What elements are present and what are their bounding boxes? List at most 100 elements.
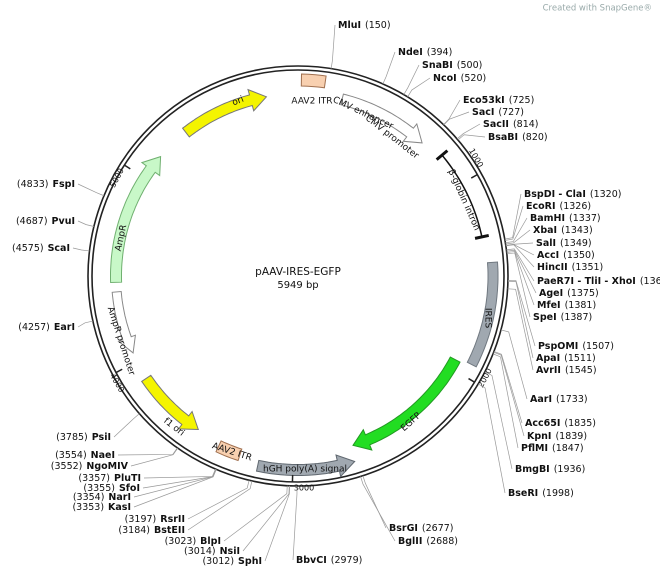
site-leader: [506, 252, 531, 318]
site-position: (3785): [56, 432, 88, 443]
site-position: (727): [498, 107, 524, 118]
feature-arc: [110, 155, 162, 284]
site-position: (3552): [51, 461, 83, 472]
feature-arc: [181, 88, 268, 138]
site-leader: [506, 248, 535, 282]
site-label: MfeI (1381): [537, 300, 596, 311]
site-leader: [382, 51, 396, 85]
site-position: (1350): [563, 250, 595, 261]
site-position: (4257): [18, 322, 50, 333]
site-label: (3552) NgoMIV: [51, 461, 129, 472]
site-position: (1349): [560, 238, 592, 249]
site-label: (4575) ScaI: [12, 243, 70, 254]
site-position: (2677): [422, 523, 454, 534]
site-name: BmgBI: [515, 464, 550, 475]
watermark: Created with SnapGene®: [543, 4, 652, 14]
site-leader: [187, 480, 250, 520]
site-label: HincII (1351): [537, 262, 603, 273]
site-name: SfoI: [119, 483, 140, 494]
plasmid-name: pAAV-IRES-EGFP: [255, 266, 341, 278]
site-label: ApaI (1511): [536, 353, 596, 364]
site-position: (4833): [17, 179, 49, 190]
site-leader: [187, 480, 253, 531]
site-name: EarI: [54, 322, 75, 333]
site-name: Eco53kI: [463, 95, 505, 106]
site-label: (3012) SphI: [202, 556, 262, 567]
site-position: (3554): [55, 450, 87, 461]
site-leader: [77, 183, 105, 197]
feature-arc: [340, 93, 423, 144]
site-label: (4687) PvuI: [16, 216, 75, 227]
site-leader: [330, 24, 336, 69]
site-leader: [117, 447, 178, 456]
feature-label: AAV2 ITR: [291, 97, 332, 107]
ruler-label: 4000: [108, 372, 126, 394]
backbone-outer: [87, 65, 509, 487]
site-label: (4833) FspI: [17, 179, 75, 190]
site-label: SalI (1349): [536, 238, 592, 249]
site-name: PspOMI: [538, 341, 578, 352]
site-leader: [292, 485, 298, 561]
site-leader: [362, 475, 387, 529]
site-label: (3355) SfoI: [83, 483, 140, 494]
site-position: (1733): [556, 394, 588, 405]
site-leader: [443, 99, 461, 125]
site-leader: [493, 351, 525, 437]
site-position: (3353): [72, 502, 104, 513]
site-name: NgoMIV: [86, 461, 128, 472]
site-label: (3354) NarI: [73, 492, 131, 503]
site-name: EcoRI: [526, 201, 556, 212]
site-name: BspDI - ClaI: [524, 189, 586, 200]
site-position: (1835): [564, 418, 596, 429]
feature-arc: [140, 374, 200, 431]
ruler-label: 3000: [294, 484, 314, 493]
site-leader: [457, 134, 486, 141]
site-position: (2979): [331, 555, 363, 566]
site-label: PaeR7I - TliI - XhoI (1369): [537, 276, 660, 287]
site-position: (1351): [572, 262, 604, 273]
site-leader: [143, 468, 216, 479]
site-leader: [504, 205, 524, 241]
site-label: BglII (2688): [398, 536, 458, 547]
site-name: NarI: [108, 492, 131, 503]
feature-label: IRES: [483, 308, 493, 329]
site-name: XbaI: [533, 225, 557, 236]
ruler-tick: [470, 173, 478, 179]
site-name: BstEII: [154, 525, 185, 536]
site-leader: [456, 123, 481, 140]
site-name: SacII: [483, 119, 509, 130]
site-name: AgeI: [539, 288, 563, 299]
feature-label: β-globin intron: [446, 168, 482, 232]
site-label: (3184) BstEII: [118, 525, 185, 536]
site-name: SphI: [238, 556, 262, 567]
site-position: (1847): [552, 443, 584, 454]
site-position: (1326): [560, 201, 592, 212]
site-label: BseRI (1998): [508, 488, 574, 499]
feature-arc: [352, 356, 461, 451]
ruler-label: 2000: [476, 367, 494, 389]
site-position: (394): [427, 47, 453, 58]
site-label: (3357) PluTI: [78, 473, 141, 484]
site-position: (1998): [542, 488, 574, 499]
site-leader: [443, 111, 470, 126]
site-name: BseRI: [508, 488, 538, 499]
site-name: BbvCI: [296, 555, 327, 566]
site-position: (814): [513, 119, 539, 130]
intron-end: [435, 149, 449, 161]
site-leader: [130, 447, 178, 467]
site-label: Acc65I (1835): [525, 418, 596, 429]
site-name: PvuI: [52, 216, 75, 227]
site-name: PflMI: [521, 443, 548, 454]
site-leader: [506, 251, 535, 306]
site-position: (4687): [16, 216, 48, 227]
site-leader: [242, 485, 290, 552]
site-position: (1320): [590, 189, 622, 200]
site-leader: [407, 77, 431, 98]
site-position: (3012): [202, 556, 234, 567]
site-position: (1839): [555, 431, 587, 442]
feature-label: AAV2 ITR: [211, 441, 253, 463]
site-label: AarI (1733): [530, 394, 588, 405]
site-position: (3184): [118, 525, 150, 536]
site-leader: [505, 229, 531, 245]
ruler-tick: [468, 377, 475, 383]
